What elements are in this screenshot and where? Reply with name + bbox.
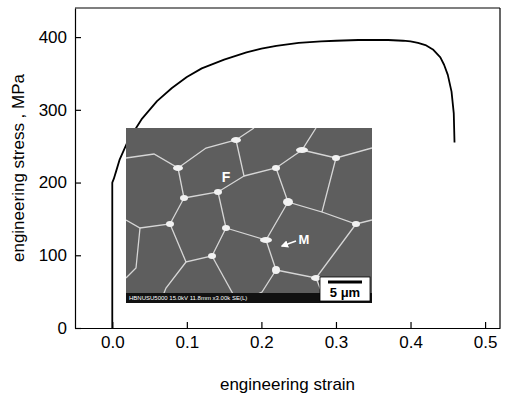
frame-top: [75, 7, 500, 8]
grain-boundary: [322, 212, 372, 224]
y-axis-title: engineering stress , MPa: [9, 73, 28, 262]
martensite-island: [180, 195, 188, 201]
tick: 400: [39, 28, 81, 47]
tick: 300: [39, 101, 81, 120]
tick-label: 0.3: [325, 333, 349, 352]
martensite-island: [231, 137, 241, 143]
inset-micrograph: HBNUSU5000 15.0kV 11.8mm x3.00k SE(L) 5 μ…: [126, 128, 372, 303]
martensite-island: [173, 165, 183, 171]
tick-mark: [75, 37, 81, 38]
tick-label: 0: [58, 319, 67, 338]
grain-boundary: [126, 154, 184, 228]
tick-label: 0.4: [399, 333, 423, 352]
frame-right: [499, 8, 500, 328]
martensite-island: [332, 155, 340, 161]
tick-label: 0.5: [474, 333, 498, 352]
grain-boundary: [126, 228, 140, 278]
martensite-island: [222, 225, 230, 231]
plot-area: [112, 40, 454, 328]
tick-label: 100: [39, 246, 67, 265]
phase-arrow: [282, 241, 296, 246]
martensite-island: [214, 189, 222, 195]
martensite-island: [166, 221, 174, 227]
inset-info: HBNUSU5000 15.0kV 11.8mm x3.00k SE(L): [129, 295, 247, 301]
martensite-island: [272, 165, 280, 171]
grain-boundary: [184, 140, 244, 198]
tick-mark: [410, 322, 411, 328]
tick-label: 0.0: [101, 333, 125, 352]
grain-boundary: [244, 128, 316, 176]
tick: 0.0: [101, 322, 125, 352]
tick: 0.5: [474, 322, 498, 352]
tick-label: 400: [39, 28, 67, 47]
x-axis-title: engineering strain: [220, 375, 355, 394]
tick: 100: [39, 246, 81, 265]
tick-mark: [75, 255, 81, 256]
martensite-island: [283, 198, 293, 206]
martensite-island: [296, 147, 308, 153]
tick-label: 0.2: [250, 333, 274, 352]
grain-boundary: [226, 202, 288, 240]
scale-bar: [328, 281, 362, 284]
tick-label: 300: [39, 101, 67, 120]
scale-bar-box: [320, 277, 370, 301]
tick-mark: [261, 322, 262, 328]
axis-line: [76, 328, 501, 329]
tick-mark: [336, 322, 337, 328]
martensite-island: [272, 266, 280, 274]
tick: 0: [58, 319, 81, 338]
martensite-island: [208, 253, 216, 259]
tick-label: 0.1: [176, 333, 200, 352]
inset-background: [126, 128, 372, 303]
y-axis: 0 100 200 300 400: [39, 9, 81, 338]
martensite-island: [311, 275, 321, 281]
grain-boundary: [276, 158, 336, 212]
tick: 0.2: [250, 322, 274, 352]
scale-bar-label: 5 μm: [330, 285, 360, 300]
phase-label: F: [222, 169, 231, 185]
tick: 0.3: [325, 322, 349, 352]
tick: 0.1: [176, 322, 200, 352]
phase-label: M: [299, 232, 310, 247]
grain-boundary: [178, 128, 254, 168]
inset-image: [126, 128, 372, 303]
x-axis: 0.0 0.1 0.2 0.3 0.4 0.5: [76, 322, 501, 352]
tick-mark: [75, 182, 81, 183]
tick-mark: [485, 322, 486, 328]
chart: 0.0 0.1 0.2 0.3 0.4 0.5 0 100 200 300 400 engineeri…: [0, 0, 511, 403]
grain-boundary: [276, 224, 356, 278]
martensite-island: [352, 221, 360, 227]
tick-label: 200: [39, 173, 67, 192]
tick-mark: [75, 110, 81, 111]
tick: 0.4: [399, 322, 423, 352]
martensite-island: [260, 237, 272, 243]
axis-line: [75, 9, 76, 329]
tick-mark: [75, 328, 81, 329]
grain-boundary: [170, 192, 226, 262]
tick: 200: [39, 173, 81, 192]
stress-strain-curve: [112, 40, 454, 328]
tick-mark: [187, 322, 188, 328]
tick-mark: [112, 322, 113, 328]
